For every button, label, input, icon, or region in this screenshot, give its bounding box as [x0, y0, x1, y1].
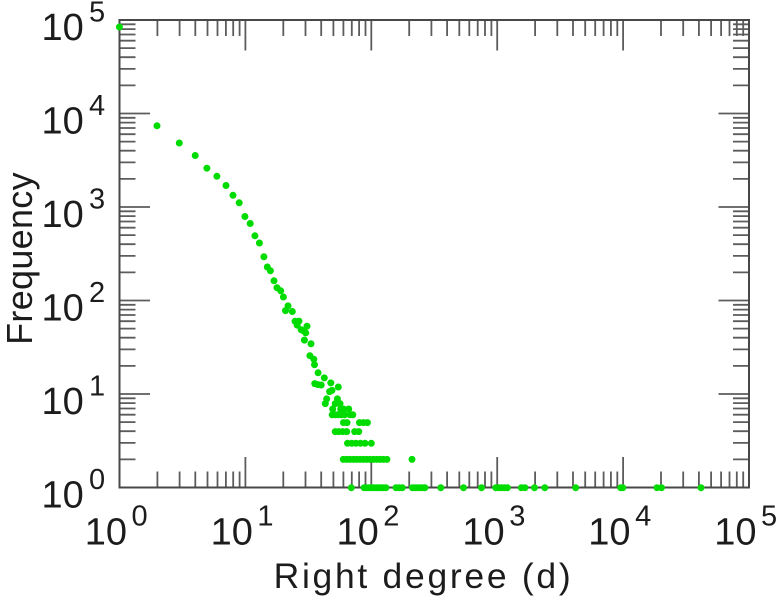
svg-text:10: 10 — [211, 511, 253, 553]
svg-text:10: 10 — [42, 7, 84, 49]
svg-text:5: 5 — [761, 500, 777, 532]
svg-text:10: 10 — [42, 381, 84, 423]
svg-text:10: 10 — [42, 101, 84, 143]
svg-text:1: 1 — [89, 371, 105, 403]
svg-text:3: 3 — [509, 500, 525, 532]
svg-text:10: 10 — [85, 511, 127, 553]
svg-text:2: 2 — [383, 500, 399, 532]
svg-text:4: 4 — [89, 90, 105, 122]
svg-text:0: 0 — [132, 500, 148, 532]
svg-text:1: 1 — [257, 500, 273, 532]
svg-text:10: 10 — [588, 511, 630, 553]
svg-text:10: 10 — [42, 288, 84, 330]
svg-text:10: 10 — [42, 194, 84, 236]
svg-text:10: 10 — [714, 511, 756, 553]
svg-text:5: 5 — [89, 0, 105, 29]
svg-text:Frequency: Frequency — [0, 172, 40, 345]
svg-text:3: 3 — [89, 184, 105, 216]
svg-text:10: 10 — [337, 511, 379, 553]
svg-text:10: 10 — [462, 511, 504, 553]
svg-text:10: 10 — [42, 475, 84, 517]
svg-text:4: 4 — [635, 500, 651, 532]
svg-text:Right degree (d): Right degree (d) — [274, 556, 574, 596]
svg-text:0: 0 — [89, 464, 105, 496]
svg-text:2: 2 — [89, 277, 105, 309]
